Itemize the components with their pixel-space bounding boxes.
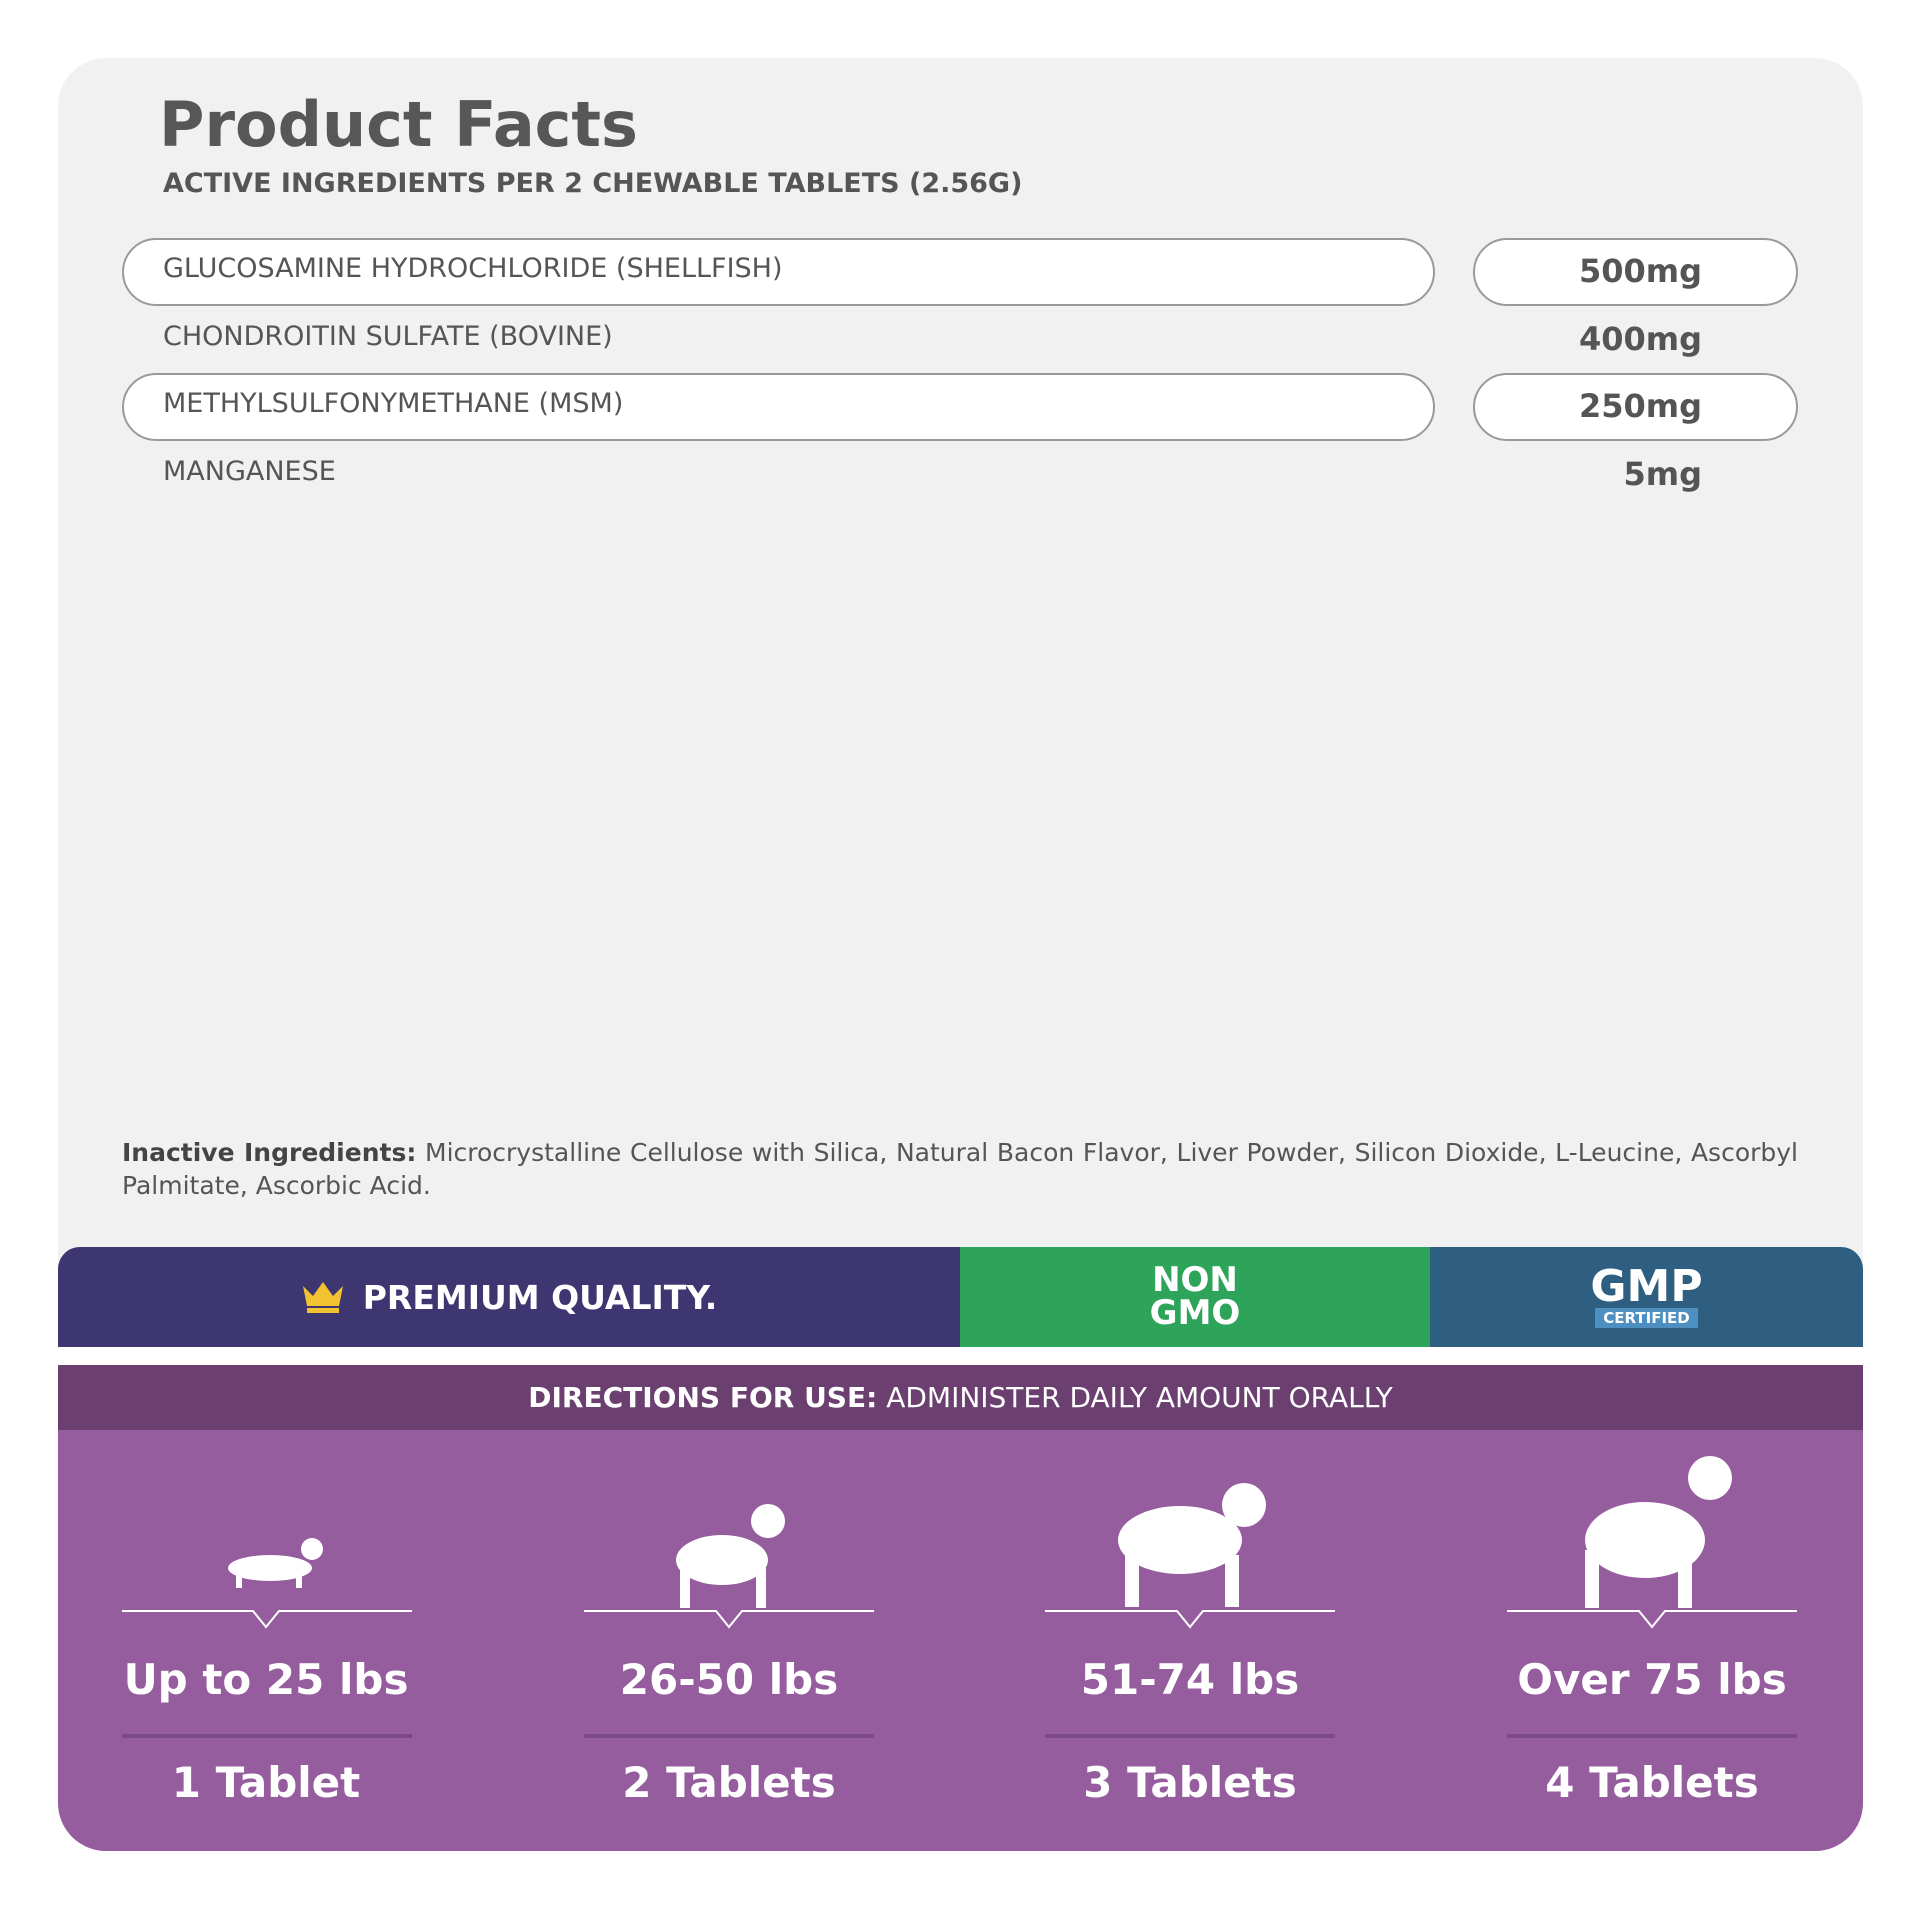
amount-pill [1473, 238, 1798, 306]
ingredient-amount: 500mg [1578, 252, 1702, 290]
dog-medium [676, 1504, 785, 1608]
non-text: NON [1152, 1260, 1238, 1300]
crown-icon [302, 1282, 343, 1313]
dose-weight: Over 75 lbs [1517, 1655, 1787, 1704]
dose-weight: 51-74 lbs [1080, 1655, 1300, 1704]
ingredient-amount: 5mg [1623, 455, 1702, 493]
directions-text: ADMINISTER DAILY AMOUNT ORALLY [886, 1381, 1393, 1414]
directions-label: DIRECTIONS FOR USE: [528, 1381, 878, 1414]
dose-amount: 2 Tablets [622, 1758, 836, 1807]
ingredient-amount: 400mg [1578, 320, 1702, 358]
inactive-label: Inactive Ingredients: [122, 1138, 417, 1167]
row-pill [122, 373, 1435, 441]
non-gmo-badge: NON GMO [960, 1247, 1430, 1347]
dose-amount: 1 Tablet [171, 1758, 361, 1807]
inactive-text: Microcrystalline Cellulose with Silica, … [122, 1138, 1798, 1200]
directions-header: DIRECTIONS FOR USE: ADMINISTER DAILY AMO… [58, 1365, 1863, 1430]
dosage-panel [58, 1430, 1863, 1851]
dose-weight: Up to 25 lbs [123, 1655, 409, 1704]
amount-pill [1473, 373, 1798, 441]
ingredient-name: MANGANESE [163, 456, 336, 487]
dog-large [1118, 1483, 1266, 1607]
gmp-text: GMP [1590, 1261, 1703, 1312]
subtitle: ACTIVE INGREDIENTS PER 2 CHEWABLE TABLET… [163, 168, 1023, 199]
ingredient-name: CHONDROITIN SULFATE (BOVINE) [163, 321, 613, 352]
certified-text: CERTIFIED [1595, 1308, 1698, 1328]
inactive-ingredients: Inactive Ingredients: Microcrystalline C… [122, 1136, 1798, 1202]
dog-xlarge [1585, 1456, 1732, 1608]
row-pill [122, 238, 1435, 306]
gmo-text: GMO [1149, 1293, 1241, 1333]
ingredient-name: METHYLSULFONYMETHANE (MSM) [163, 388, 624, 419]
dividers [122, 1610, 1797, 1629]
ingredient-amount: 250mg [1578, 387, 1702, 425]
dog-small [228, 1538, 323, 1588]
dose-weight: 26-50 lbs [619, 1655, 839, 1704]
ingredient-name: GLUCOSAMINE HYDROCHLORIDE (SHELLFISH) [163, 253, 783, 284]
title: Product Facts [159, 88, 638, 161]
premium-text: PREMIUM QUALITY. [362, 1277, 718, 1317]
dose-amount: 3 Tablets [1083, 1758, 1297, 1807]
premium-badge: PREMIUM QUALITY. [58, 1247, 960, 1347]
gmp-badge: GMP CERTIFIED [1430, 1247, 1863, 1347]
dose-amount: 4 Tablets [1545, 1758, 1759, 1807]
